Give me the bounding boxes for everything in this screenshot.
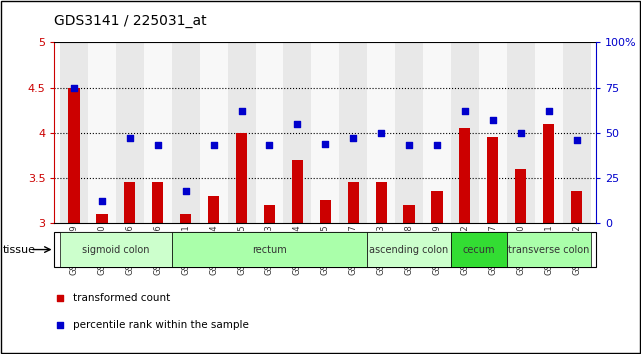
Text: rectum: rectum	[252, 245, 287, 255]
Bar	[451, 232, 507, 267]
Point	[125, 135, 135, 141]
Point	[181, 188, 191, 193]
Text: sigmoid colon: sigmoid colon	[82, 245, 149, 255]
Bar	[60, 232, 172, 267]
Point	[404, 143, 414, 148]
Bar	[563, 42, 590, 223]
Point	[208, 143, 219, 148]
Bar	[543, 124, 554, 223]
Bar	[320, 200, 331, 223]
Bar	[199, 42, 228, 223]
Point	[320, 141, 331, 147]
Point	[97, 199, 107, 204]
Point	[69, 85, 79, 91]
Bar	[208, 196, 219, 223]
Bar	[339, 42, 367, 223]
Bar	[60, 42, 88, 223]
Point	[488, 117, 498, 123]
Bar	[172, 232, 367, 267]
Point	[237, 108, 247, 114]
Bar	[367, 42, 395, 223]
Bar	[395, 42, 423, 223]
Bar	[283, 42, 312, 223]
Bar	[236, 133, 247, 223]
Bar	[88, 42, 116, 223]
Bar	[124, 182, 135, 223]
Bar	[152, 182, 163, 223]
Text: transverse colon: transverse colon	[508, 245, 589, 255]
Bar	[172, 42, 199, 223]
Text: tissue: tissue	[3, 245, 36, 255]
Point	[572, 137, 582, 143]
Point	[264, 143, 274, 148]
Bar	[69, 88, 79, 223]
Bar	[292, 160, 303, 223]
Bar	[403, 205, 415, 223]
Bar	[460, 128, 470, 223]
Bar	[479, 42, 507, 223]
Point	[54, 295, 65, 301]
Bar	[347, 182, 359, 223]
Point	[432, 143, 442, 148]
Point	[376, 130, 387, 136]
Bar	[228, 42, 256, 223]
Point	[515, 130, 526, 136]
Bar	[571, 192, 582, 223]
Point	[460, 108, 470, 114]
Bar	[535, 42, 563, 223]
Text: percentile rank within the sample: percentile rank within the sample	[74, 320, 249, 330]
Text: cecum: cecum	[463, 245, 495, 255]
Point	[153, 143, 163, 148]
Point	[544, 108, 554, 114]
Bar	[116, 42, 144, 223]
Bar	[376, 182, 387, 223]
Bar	[180, 214, 191, 223]
Bar	[264, 205, 275, 223]
Point	[54, 322, 65, 328]
Bar	[312, 42, 339, 223]
Bar	[431, 192, 442, 223]
Bar	[96, 214, 108, 223]
Bar	[507, 42, 535, 223]
Bar	[487, 137, 499, 223]
Bar	[367, 232, 451, 267]
Text: transformed count: transformed count	[74, 293, 171, 303]
Point	[348, 135, 358, 141]
Text: ascending colon: ascending colon	[369, 245, 449, 255]
Bar	[515, 169, 526, 223]
Bar	[256, 42, 283, 223]
Bar	[144, 42, 172, 223]
Point	[292, 121, 303, 127]
Bar	[451, 42, 479, 223]
Bar	[507, 232, 590, 267]
Bar	[423, 42, 451, 223]
Text: GDS3141 / 225031_at: GDS3141 / 225031_at	[54, 14, 207, 28]
